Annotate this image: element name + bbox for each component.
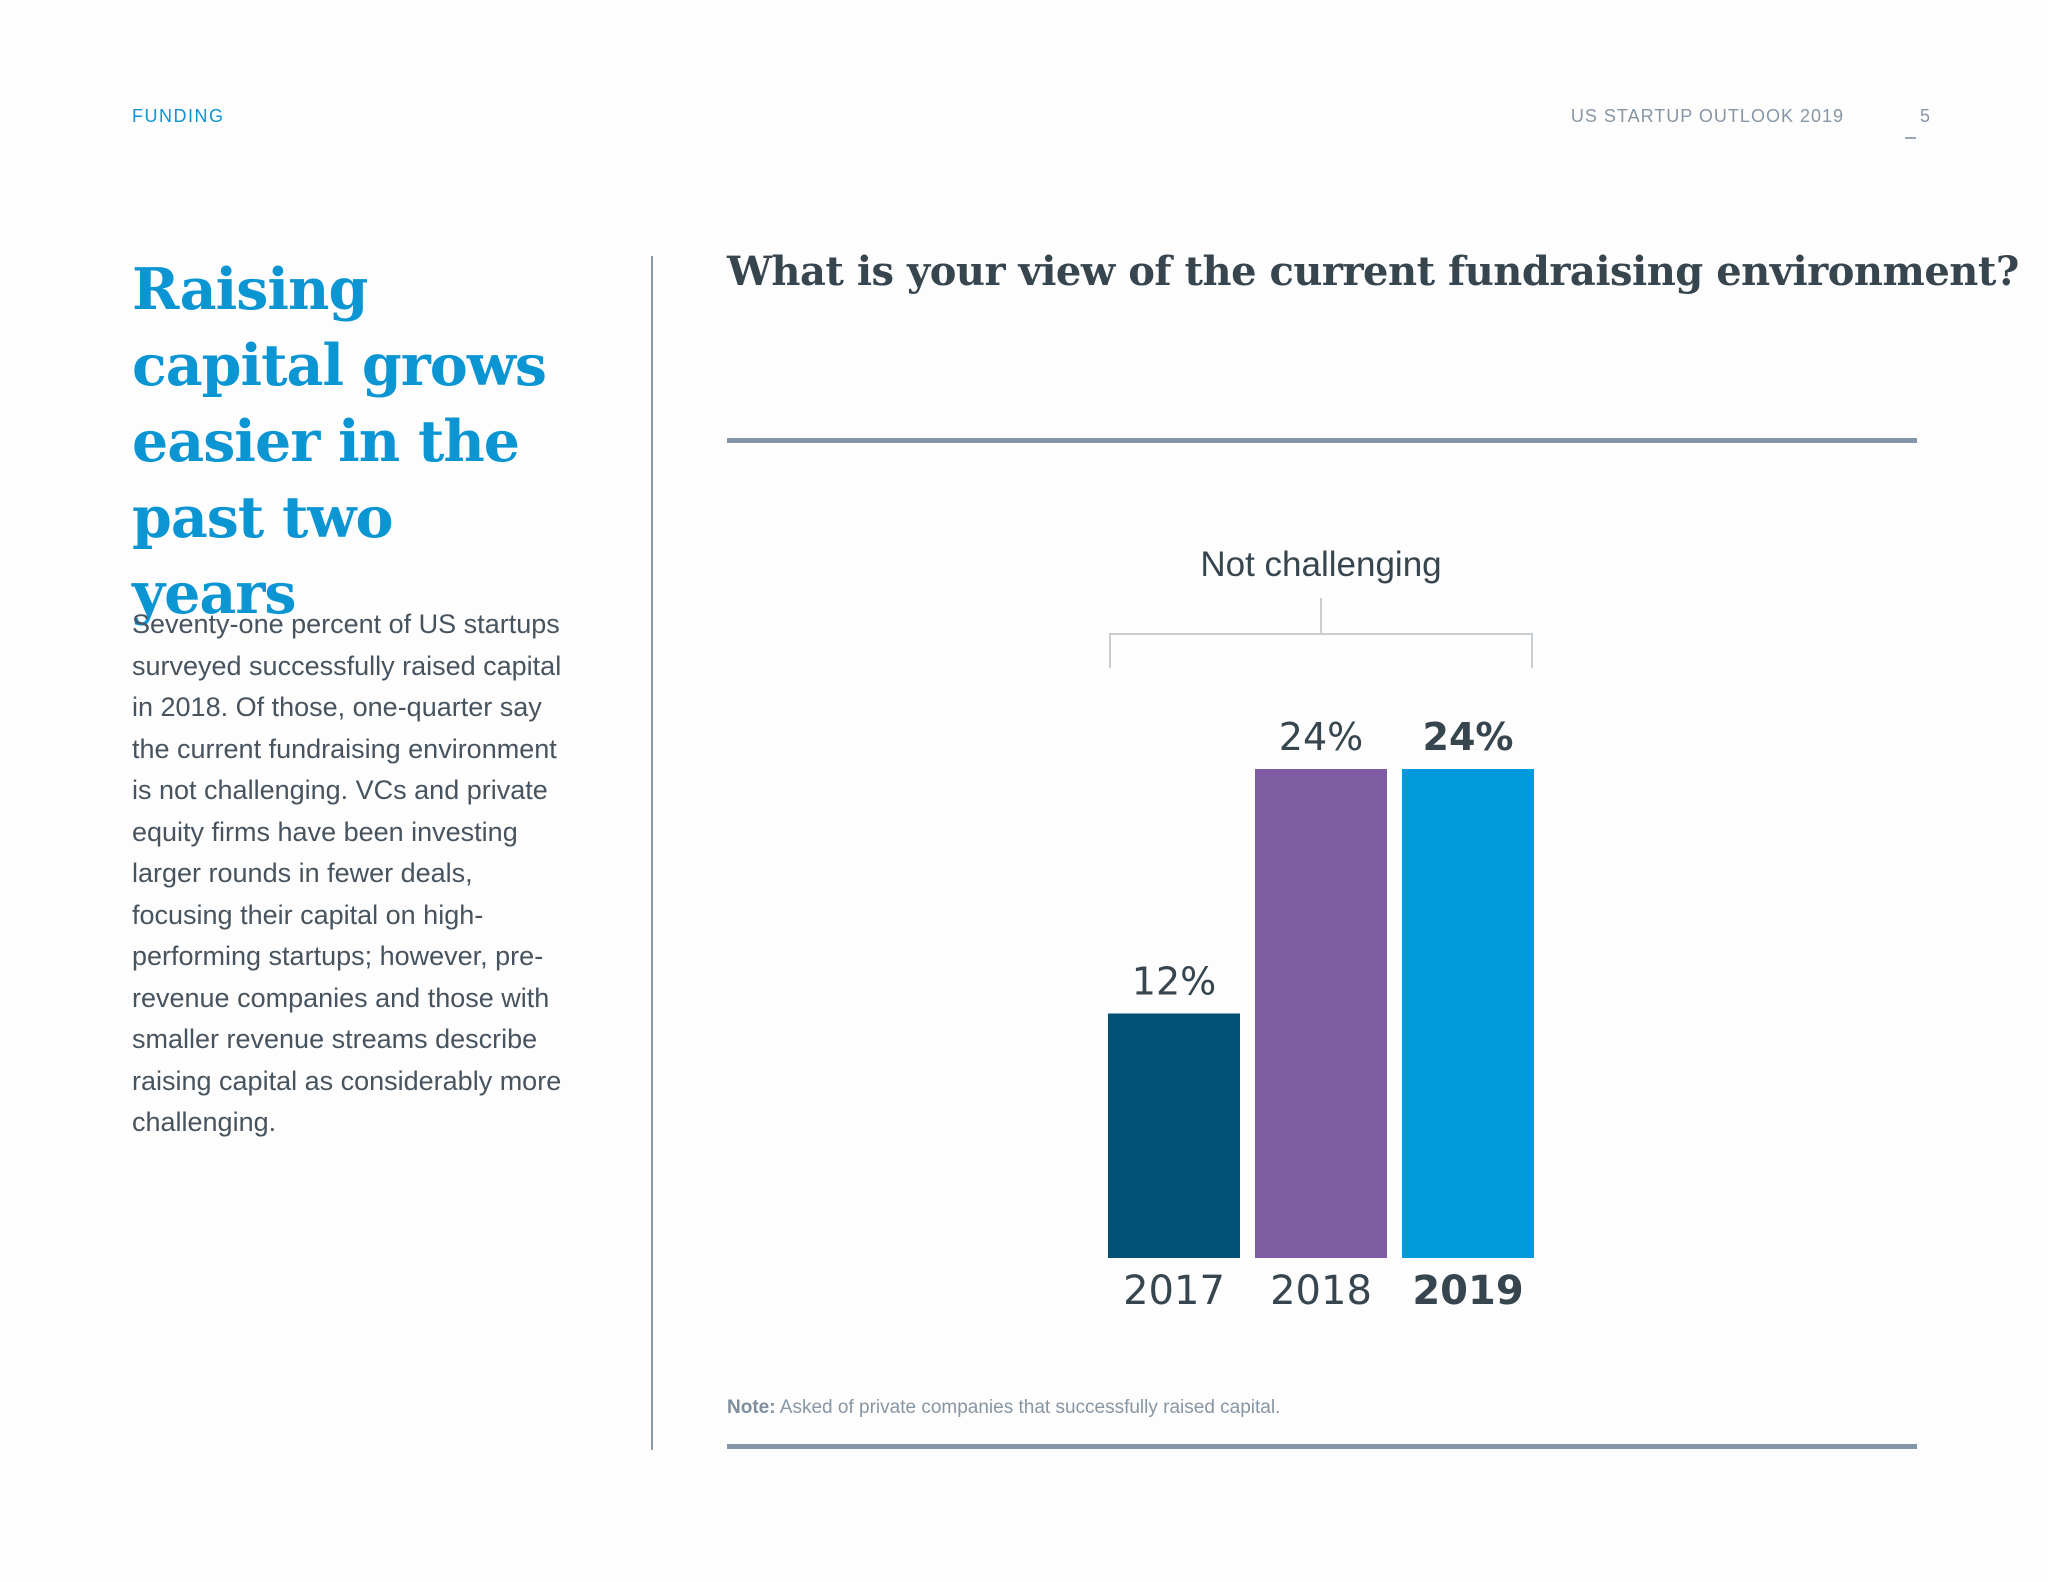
note-label: Note: xyxy=(727,1397,776,1418)
bracket-label: Not challenging xyxy=(1200,545,1441,584)
category-label-2017: 2017 xyxy=(1123,1268,1225,1314)
chart-title: What is your view of the current fundrai… xyxy=(727,248,2019,295)
bracket-line xyxy=(1109,633,1533,668)
value-label-2019: 24% xyxy=(1423,715,1514,759)
report-name: US STARTUP OUTLOOK 2019 xyxy=(1570,106,1844,126)
bar-2018 xyxy=(1255,769,1387,1258)
page-number: 5 xyxy=(1919,106,1930,126)
category-label-2018: 2018 xyxy=(1270,1268,1372,1314)
section-label: FUNDING xyxy=(132,106,225,126)
bar-2019 xyxy=(1402,769,1534,1258)
top-rule xyxy=(727,438,1917,443)
value-label-2017: 12% xyxy=(1132,960,1216,1004)
page-number-underline xyxy=(1905,137,1916,139)
body-text: Seventy-one percent of US startups surve… xyxy=(132,609,562,1137)
note-text: Asked of private companies that successf… xyxy=(779,1397,1281,1418)
bottom-rule xyxy=(727,1444,1917,1449)
headline: Raising capital grows easier in the past… xyxy=(132,256,547,627)
category-label-2019: 2019 xyxy=(1412,1268,1523,1314)
vertical-divider xyxy=(651,256,653,1450)
bar-2017 xyxy=(1108,1013,1240,1258)
value-label-2018: 24% xyxy=(1279,715,1363,759)
chart-note: Note: Asked of private companies that su… xyxy=(727,1397,1280,1419)
